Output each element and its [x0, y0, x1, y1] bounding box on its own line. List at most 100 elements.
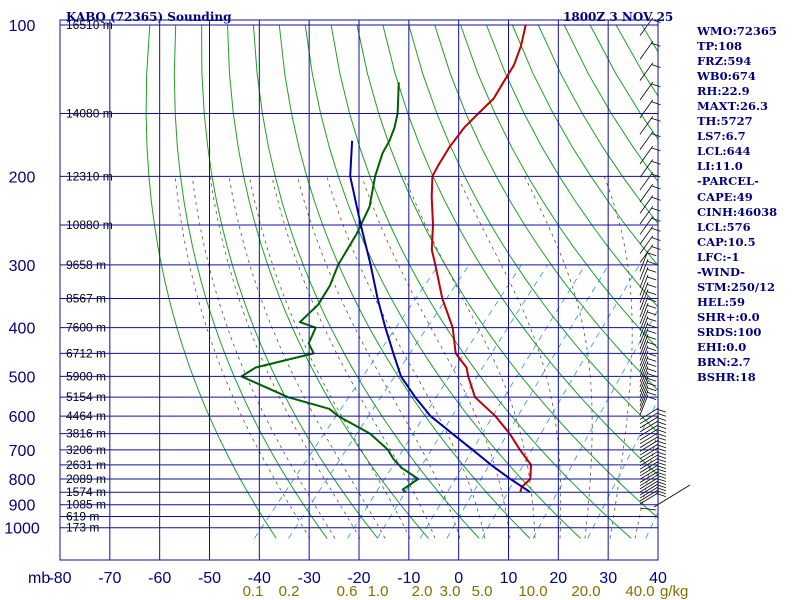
dry-adiabat	[227, 24, 429, 539]
mixing-ratio-label: 0.6	[337, 583, 358, 600]
parameter-item: WMO:72365	[697, 24, 777, 38]
mixing-ratio-label: 3.0	[440, 583, 461, 600]
wind-barb	[639, 356, 649, 377]
wind-barb	[639, 99, 654, 119]
dry-adiabat	[330, 24, 632, 539]
parameter-item: BRN:2.7	[697, 355, 751, 370]
wind-barb	[639, 450, 660, 463]
dry-adiabat	[252, 24, 480, 539]
parameter-item: BSHR:18	[697, 370, 756, 385]
wind-barb-flag	[647, 358, 657, 362]
wind-barb-flag	[651, 217, 661, 222]
wind-barb	[639, 507, 657, 511]
dry-adiabat	[278, 24, 531, 539]
parameter-item: EHI:0.0	[697, 339, 747, 354]
wind-barb	[639, 303, 649, 324]
wind-barb	[639, 446, 660, 460]
wind-barb-flag	[651, 207, 661, 212]
wind-barb	[639, 376, 649, 397]
wind-barb	[639, 81, 654, 101]
temperature-tick-label: -10	[397, 570, 420, 587]
chart-datetime: 1800Z 3 NOV 25	[563, 10, 673, 24]
wind-barb-flag	[647, 317, 657, 322]
wind-barb-flag	[651, 227, 661, 232]
wind-barb-flag	[647, 330, 657, 334]
wind-barb	[639, 41, 654, 60]
wind-barb-flag	[647, 368, 657, 372]
wind-barbs	[639, 17, 691, 511]
temperature-tick-label: 20	[549, 570, 567, 587]
moist-adiabat	[404, 176, 536, 539]
dry-adiabat	[145, 24, 277, 539]
mixing-ratio-label: 0.1	[243, 583, 264, 600]
wind-barb	[639, 250, 649, 272]
wind-barb-flag	[647, 336, 657, 340]
pressure-tick-label: 800	[9, 472, 36, 489]
dry-adiabat	[511, 24, 658, 267]
wind-barb	[639, 492, 660, 505]
wind-barb	[639, 159, 654, 178]
wind-barb-flag	[651, 246, 661, 250]
wind-barb	[639, 322, 649, 344]
wind-barb	[639, 464, 660, 477]
temperature-tick-label: -20	[347, 570, 370, 587]
wind-barb	[639, 334, 649, 355]
wind-barb	[639, 274, 649, 296]
pressure-tick-label: 700	[9, 443, 36, 460]
mixing-ratio-label: 5.0	[472, 583, 493, 600]
wind-barb-flag	[651, 101, 661, 106]
wind-barb	[639, 17, 654, 36]
wind-barb-flag	[647, 298, 657, 302]
wind-barb	[653, 484, 691, 508]
parameter-item: CAP:10.5	[697, 234, 756, 249]
wind-barb-flag	[651, 64, 661, 68]
wind-barb-flag	[651, 133, 661, 137]
wind-barb-flag	[651, 117, 661, 122]
wind-barb	[639, 460, 660, 473]
wind-barb	[639, 385, 649, 407]
moist-adiabat	[524, 176, 593, 539]
wind-barb	[639, 457, 660, 470]
dry-adiabat	[434, 24, 658, 392]
wind-barb-flag	[647, 341, 657, 346]
pressure-unit-label: mb	[28, 570, 50, 587]
temperature-tick-label: 30	[599, 570, 617, 587]
wind-barb-flag	[647, 363, 657, 367]
wind-barb-flag	[651, 83, 661, 88]
parameter-item: LCL:644	[697, 144, 751, 159]
temperature-tick-label: 0	[454, 570, 463, 587]
wind-barb-flag	[647, 347, 657, 351]
wind-barb-flag	[651, 196, 661, 201]
wind-barb-flag	[647, 268, 657, 273]
parameter-item: SRDS:100	[697, 324, 762, 339]
pressure-tick-label: 500	[9, 369, 36, 386]
pressure-tick-label: 200	[9, 169, 36, 186]
parameter-item: TH:5727	[697, 114, 753, 129]
parameter-item: CINH:46038	[697, 204, 778, 219]
mixing-ratio-label: 2.0	[412, 583, 433, 600]
wind-barb	[639, 328, 649, 350]
wind-barb	[639, 483, 660, 496]
temperature-tick-label: 40	[649, 570, 667, 587]
parameter-panel: WMO:72365 TP:108 FRZ:594 WB0:674 RH:22.9 MAXT…	[697, 24, 777, 385]
wind-barb	[639, 226, 654, 245]
wind-barb-flag	[647, 304, 657, 309]
moist-adiabat	[457, 176, 562, 539]
parameter-item: TP:108	[697, 39, 743, 54]
wind-barb-flag	[647, 252, 657, 257]
wind-barb	[639, 473, 660, 487]
wind-barb-flag	[647, 324, 657, 328]
wind-barb	[639, 183, 654, 203]
wind-barb	[639, 394, 649, 416]
wind-barb-flag	[647, 276, 657, 281]
wind-barb	[639, 171, 654, 191]
parameter-item: LI:11.0	[697, 159, 743, 174]
moist-adiabat	[296, 176, 461, 539]
wind-barb	[639, 235, 654, 254]
mixing-ratio-line	[376, 264, 548, 539]
temperature-tick-label: -30	[298, 570, 321, 587]
wind-barb	[639, 62, 654, 81]
parameter-item: RH:22.9	[697, 84, 750, 99]
